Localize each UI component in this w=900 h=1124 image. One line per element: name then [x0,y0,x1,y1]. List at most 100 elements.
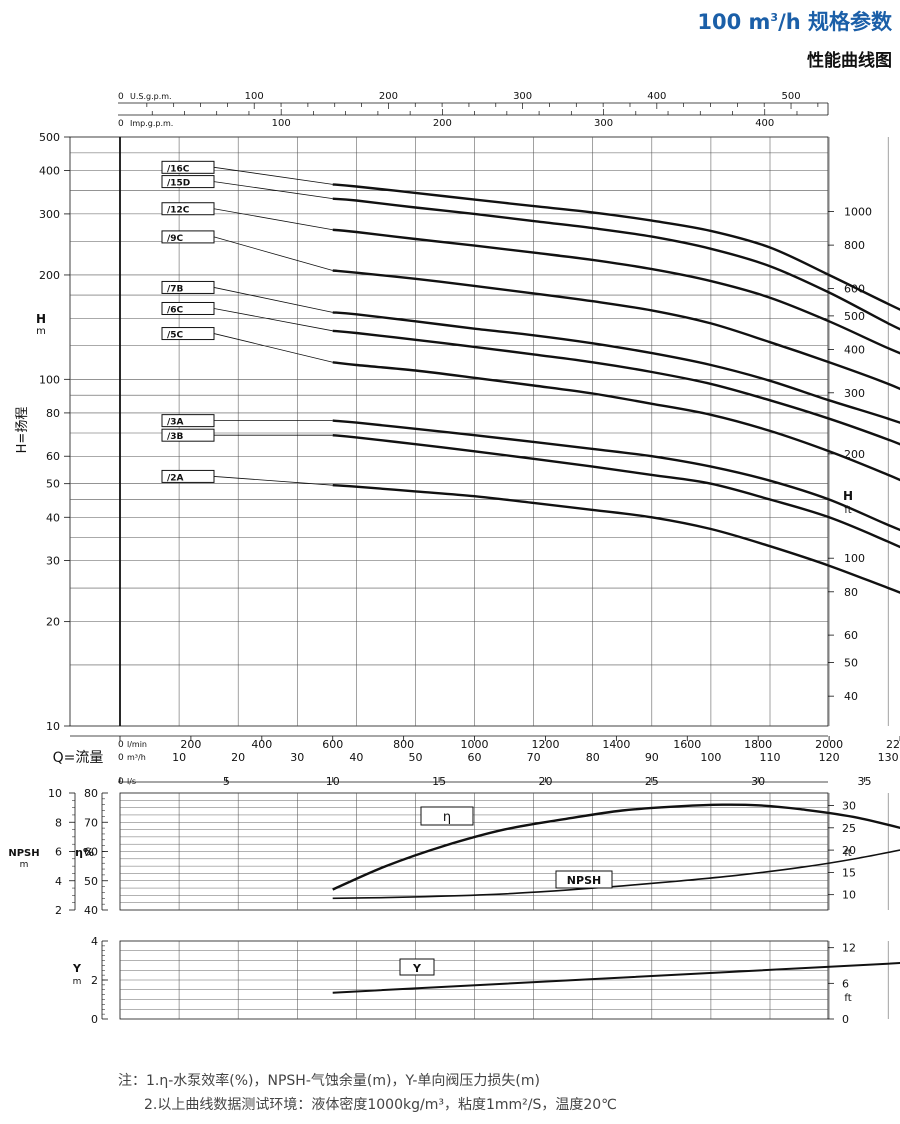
eta-curve-label: η [443,810,451,825]
head-curve-label: /16C [167,164,190,174]
y-tick-label: 2 [91,974,98,987]
eta-tick-label: 60 [84,846,98,859]
head-curve [332,228,900,355]
head-tick-label: 60 [46,450,60,463]
head-plot-frame [69,136,829,727]
head-tick-label: 400 [39,165,60,178]
ls-tick-label: 20 [538,775,552,788]
y-curve [332,962,900,994]
head-curve-leader [213,208,333,231]
y-ft-tick-label: 6 [842,977,849,990]
npsh-tick-label: 2 [55,904,62,917]
ls-tick-label: 25 [645,775,659,788]
lmin-tick-label: 800 [393,738,414,751]
eta-ft-tick-label: 15 [842,866,856,879]
head-tick-label: 80 [46,407,60,420]
usgpm-unit-label: U.S.g.p.m. [130,92,172,101]
head-curve-leader [213,308,333,332]
npsh-curve [332,849,900,900]
usgpm-tick-label: 400 [647,91,666,102]
page-subtitle: 性能曲线图 [807,51,892,71]
npsh-axis-label: NPSH [8,848,39,859]
head-curve-label-box [161,414,215,428]
head-tick-label: 100 [39,373,60,386]
notes: 注：1.η-水泵效率(%)，NPSH-气蚀余量(m)，Y-单向阀压力损失(m) … [118,1069,617,1117]
y-ft-tick-label: 0 [842,1013,849,1026]
m3h-tick-label: 10 [172,751,186,764]
head-ft-tick-label: 100 [844,552,865,565]
y-tick-label: 4 [91,935,98,948]
head-curve-label-box [161,280,215,294]
lmin-tick-label: 2000 [815,738,843,751]
head-tick-label: 500 [39,131,60,144]
head-curve [332,269,900,391]
m3h-tick-label: 70 [527,751,541,764]
head-ft-tick-label: 800 [844,239,865,252]
flow-axis-label: Q=流量 [53,750,104,766]
lmin-tick-label: 600 [322,738,343,751]
eta-axis-label: η% [75,846,94,859]
impgpm-unit-label: Imp.g.p.m. [130,119,173,128]
eta-ft-tick-label: 25 [842,822,856,835]
m3h-unit-label: m³/h [127,753,146,762]
head-tick-label: 50 [46,478,60,491]
head-curve [332,197,900,331]
head-curve-leader [213,181,333,200]
head-curve-label-box [161,327,215,341]
y-ft-tick-label: 12 [842,942,856,955]
m3h-tick-label: 20 [231,751,245,764]
npsh-axis-unit: m [20,860,29,870]
head-curve [332,434,900,549]
head-curve [332,419,900,532]
head-curve-leader [213,166,333,185]
head-curve-label-box [161,301,215,315]
page-title: 100 m3/h 规格参数 [697,10,892,34]
npsh-tick-label: 4 [55,875,62,888]
usgpm-tick-label: 300 [513,91,532,102]
head-tick-label: 40 [46,511,60,524]
y-curve-label: Y [412,962,422,975]
head-ft-axis-symbol: H [843,489,853,503]
y-axis-label: Y [72,962,82,975]
m3h-tick-label: 130 [878,751,899,764]
note-line-2: 2.以上曲线数据测试环境：液体密度1000kg/m³，粘度1mm²/S，温度20… [144,1097,617,1113]
head-axis-label: H=扬程 [15,407,30,454]
impgpm-tick-label: 300 [594,118,613,129]
ls-tick-label: 35 [858,775,872,788]
head-curve [332,329,900,446]
head-curve-label: /7B [167,284,184,294]
head-tick-label: 300 [39,208,60,221]
ls-unit-label: l/s [127,777,136,786]
lmin-unit-label: l/min [127,740,147,749]
ls-tick-label: 15 [432,775,446,788]
head-curve-label: /6C [167,305,184,315]
m3h-tick-label: 50 [408,751,422,764]
head-ft-tick-label: 60 [844,629,858,642]
npsh-curve-label: NPSH [567,874,601,887]
head-curve-label: /2A [167,473,184,483]
head-ft-tick-label: 1000 [844,206,872,219]
head-curve-label: /5C [167,331,184,341]
y-axis-unit: m [73,977,82,987]
lmin-tick-label: 400 [251,738,272,751]
head-curve-leader [213,333,333,363]
eta-tick-label: 40 [84,904,98,917]
lmin-tick-label: 1200 [531,738,559,751]
head-curve-label-box [161,160,215,174]
eta-curve [332,803,900,891]
m3h-tick-label: 80 [586,751,600,764]
head-ft-tick-label: 500 [844,310,865,323]
y-tick-label: 0 [91,1013,98,1026]
head-curve-label: /3B [167,432,184,442]
head-ft-tick-label: 200 [844,448,865,461]
ls-tick-label: 5 [223,775,230,788]
head-curve-label-box [161,230,215,244]
usgpm-tick-label: 0 [118,92,124,102]
head-ft-tick-label: 400 [844,343,865,356]
eta-ft-axis-unit: ft [844,848,851,859]
head-tick-label: 20 [46,616,60,629]
m3h-tick-label: 0 [118,753,124,763]
head-curve-label-box [161,202,215,216]
head-curve-label: /12C [167,206,190,216]
